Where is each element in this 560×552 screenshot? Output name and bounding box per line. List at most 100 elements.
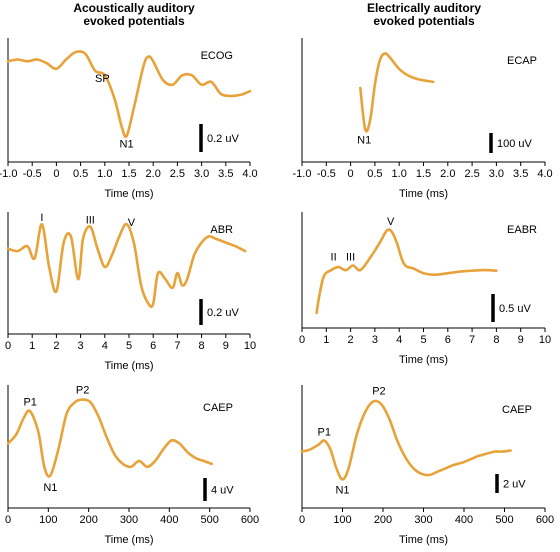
panel-ecap-x-tick-label: -0.5 — [317, 168, 336, 180]
panel-ecog-x-tick-label: 0 — [53, 168, 59, 180]
panel-ecog-peak-label-n1: N1 — [120, 138, 134, 150]
panel-caep_electric-x-tick-label: 400 — [455, 514, 473, 526]
panel-caep_electric-peak-label-p1: P1 — [318, 427, 331, 439]
panel-ecap-x-tick-label: 0.5 — [367, 168, 382, 180]
panel-abr-trace — [6, 222, 247, 309]
panel-ecog-peak-label-sp: SP — [95, 73, 110, 85]
panel-eabr-x-tick-label: 4 — [396, 334, 402, 346]
panel-caep_electric-scale-label: 2 uV — [503, 479, 526, 491]
panel-caep_acoustic-x-tick-label: 500 — [200, 514, 218, 526]
title-acoustic: Acoustically auditory evoked potentials — [34, 2, 234, 28]
panel-eabr-label: EABR — [507, 224, 537, 236]
panel-caep_acoustic-peak-label-p2: P2 — [76, 385, 89, 397]
panel-abr-x-tick-label: 7 — [174, 340, 180, 352]
panel-eabr-scale-label: 0.5 uV — [499, 303, 531, 315]
panel-abr-x-tick-label: 5 — [126, 340, 132, 352]
panel-abr-x-tick-label: 1 — [29, 340, 35, 352]
panel-caep_electric-trace — [300, 399, 512, 481]
panel-caep_electric-x-tick-label: 300 — [414, 514, 432, 526]
panel-ecog-x-tick-label: 4.0 — [242, 168, 257, 180]
title-electric: Electrically auditory evoked potentials — [324, 2, 524, 28]
panel-eabr-x-tick-label: 7 — [469, 334, 475, 346]
panel-caep_acoustic-x-tick-label: 600 — [241, 514, 259, 526]
panel-caep_acoustic-peak-label-n1: N1 — [43, 482, 57, 494]
panel-abr-x-tick-label: 6 — [150, 340, 156, 352]
panel-caep_acoustic-x-tick-label: 400 — [160, 514, 178, 526]
panel-eabr-x-tick-label: 3 — [372, 334, 378, 346]
panel-ecog-label: ECOG — [201, 50, 233, 62]
panel-caep_electric-x-tick-label: 600 — [536, 514, 554, 526]
panel-abr-x-tick-label: 3 — [78, 340, 84, 352]
panel-ecog-trace — [6, 50, 252, 139]
panel-ecap-x-tick-label: -1.0 — [293, 168, 312, 180]
panel-caep_electric-peak-label-n1: N1 — [335, 484, 349, 496]
panel-abr-x-tick-label: 9 — [223, 340, 229, 352]
panel-ecog-x-tick-label: 3.0 — [194, 168, 209, 180]
panel-eabr-x-tick-label: 5 — [420, 334, 426, 346]
panel-ecog-x-tick-label: 0.5 — [73, 168, 88, 180]
panel-ecap-x-tick-label: 4.0 — [537, 168, 552, 180]
panel-eabr-x-tick-label: 8 — [493, 334, 499, 346]
panel-eabr-x-tick-label: 6 — [445, 334, 451, 346]
panel-abr-scale-label: 0.2 uV — [207, 307, 239, 319]
panel-caep_acoustic-label: CAEP — [203, 402, 233, 414]
title-acoustic-line1: Acoustically auditory — [73, 1, 195, 15]
panel-caep_acoustic-trace — [6, 398, 213, 478]
panel-eabr-x-axis-label: Time (ms) — [399, 354, 448, 366]
panel-caep_acoustic-x-tick-label: 300 — [120, 514, 138, 526]
panel-eabr-x-tick-label: 9 — [518, 334, 524, 346]
panel-ecap-x-tick-label: 2.5 — [464, 168, 479, 180]
panel-ecog-x-tick-label: 2.0 — [146, 168, 161, 180]
panel-ecog-x-tick-label: 2.5 — [170, 168, 185, 180]
panel-eabr-peak-label-iii: III — [346, 251, 355, 263]
panel-ecog-scale-label: 0.2 uV — [207, 133, 239, 145]
panel-eabr-x-tick-label: 2 — [348, 334, 354, 346]
panel-abr-label: ABR — [210, 224, 233, 236]
panel-ecog-x-axis-label: Time (ms) — [104, 188, 153, 200]
title-electric-line2: evoked potentials — [373, 14, 475, 28]
panel-ecap-x-tick-label: 3.5 — [513, 168, 528, 180]
panel-caep_acoustic-x-tick-label: 200 — [79, 514, 97, 526]
panel-caep_acoustic-x-tick-label: 100 — [39, 514, 57, 526]
panel-abr-peak-label-iii: III — [86, 214, 95, 226]
panel-abr-peak-label-v: V — [128, 217, 136, 229]
panel-ecap-x-tick-label: 1.5 — [416, 168, 431, 180]
panel-ecap-x-tick-label: 1.0 — [392, 168, 407, 180]
panel-eabr-peak-label-v: V — [387, 216, 395, 228]
panel-ecap-peak-label-n1: N1 — [357, 135, 371, 147]
panel-ecap-x-tick-label: 3.0 — [489, 168, 504, 180]
panel-abr-x-tick-label: 10 — [244, 340, 256, 352]
panel-ecap-trace — [359, 52, 435, 133]
panel-ecap-x-tick-label: 0 — [348, 168, 354, 180]
panel-caep_electric-x-tick-label: 0 — [299, 514, 305, 526]
panel-caep_electric-x-tick-label: 100 — [333, 514, 351, 526]
panel-ecog-x-tick-label: -1.0 — [0, 168, 17, 180]
panel-caep_electric-x-tick-label: 200 — [374, 514, 392, 526]
panel-caep_electric-label: CAEP — [502, 404, 532, 416]
panel-ecog-x-tick-label: 3.5 — [218, 168, 233, 180]
panel-eabr-x-tick-label: 0 — [299, 334, 305, 346]
panel-caep_electric-x-tick-label: 500 — [495, 514, 513, 526]
panel-caep_acoustic-x-tick-label: 0 — [5, 514, 11, 526]
panel-ecap-x-tick-label: 2.0 — [440, 168, 455, 180]
panel-eabr-x-tick-label: 1 — [323, 334, 329, 346]
panel-eabr-trace — [315, 228, 498, 315]
panel-abr-x-tick-label: 8 — [199, 340, 205, 352]
panel-eabr-x-tick-label: 10 — [539, 334, 551, 346]
title-acoustic-line2: evoked potentials — [83, 14, 185, 28]
panel-eabr-peak-label-ii: II — [331, 251, 337, 263]
panel-ecog-x-tick-label: 1.5 — [121, 168, 136, 180]
panel-ecog-x-tick-label: 1.0 — [97, 168, 112, 180]
title-electric-line1: Electrically auditory — [366, 1, 482, 15]
panel-caep_electric-x-axis-label: Time (ms) — [399, 534, 448, 546]
panel-caep_acoustic-peak-label-p1: P1 — [23, 396, 36, 408]
panel-caep_acoustic-scale-label: 4 uV — [211, 485, 234, 497]
panel-caep_electric-peak-label-p2: P2 — [372, 386, 385, 398]
panel-caep_acoustic-x-axis-label: Time (ms) — [104, 534, 153, 546]
panel-abr-x-tick-label: 0 — [5, 340, 11, 352]
panel-ecap-x-axis-label: Time (ms) — [399, 188, 448, 200]
panel-ecap-label: ECAP — [507, 55, 537, 67]
panel-abr-x-tick-label: 2 — [53, 340, 59, 352]
panel-ecap-scale-label: 100 uV — [497, 138, 533, 150]
